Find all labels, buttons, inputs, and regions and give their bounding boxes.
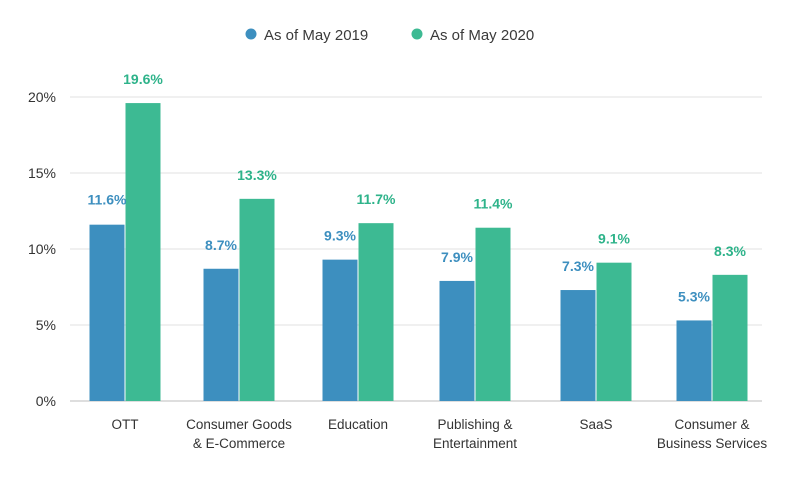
bar (439, 280, 475, 401)
bar (596, 262, 632, 401)
grid-lines (70, 96, 762, 402)
legend-marker-series-1 (411, 28, 423, 40)
x-tick-line: & E-Commerce (193, 436, 285, 451)
legend: As of May 2019 As of May 2020 (245, 27, 534, 44)
bar (203, 268, 239, 401)
legend-marker-series-0 (245, 28, 257, 40)
x-tick-line: OTT (112, 417, 139, 432)
bars (89, 103, 748, 401)
data-labels: 11.6% 8.7% 9.3% 7.9% 7.3% 5.3% 19.6% 13.3% 11.7%… (88, 71, 747, 304)
data-label: 9.3% (324, 228, 356, 244)
y-tick-label: 20% (28, 89, 56, 105)
data-label: 7.9% (441, 249, 473, 265)
bar (560, 290, 596, 401)
x-tick-line: Consumer Goods (186, 417, 292, 432)
bar (676, 320, 712, 401)
data-label: 5.3% (678, 288, 710, 304)
bar (322, 259, 358, 401)
data-label: 8.3% (714, 243, 746, 259)
bar (239, 198, 275, 401)
bar (712, 274, 748, 401)
x-tick-line: Business Services (657, 436, 768, 451)
bar (475, 227, 511, 401)
x-tick-label: OTT (112, 417, 139, 432)
x-tick-label: Publishing & Entertainment (433, 417, 517, 451)
x-tick-line: Education (328, 417, 388, 432)
x-tick-line: SaaS (579, 417, 612, 432)
bar (125, 103, 161, 401)
x-tick-line: Consumer & (674, 417, 749, 432)
bar (89, 224, 125, 401)
x-axis-ticks: OTT Consumer Goods & E-Commerce Education Pu… (112, 417, 768, 451)
y-tick-label: 5% (36, 317, 56, 333)
x-tick-line: Publishing & (437, 417, 512, 432)
x-tick-label: SaaS (579, 417, 612, 432)
y-tick-label: 15% (28, 165, 56, 181)
bar (358, 223, 394, 401)
x-tick-label: Consumer Goods & E-Commerce (186, 417, 292, 451)
data-label: 19.6% (123, 71, 163, 87)
data-label: 11.6% (88, 192, 127, 208)
data-label: 7.3% (562, 258, 594, 274)
data-label: 9.1% (598, 231, 630, 247)
x-tick-label: Consumer & Business Services (657, 417, 768, 451)
y-tick-label: 0% (36, 393, 56, 409)
y-axis-ticks: 0% 5% 10% 15% 20% (28, 89, 56, 409)
x-tick-label: Education (328, 417, 388, 432)
data-label: 11.4% (474, 196, 513, 212)
data-label: 11.7% (357, 191, 396, 207)
data-label: 8.7% (205, 237, 237, 253)
y-tick-label: 10% (28, 241, 56, 257)
legend-label-series-0: As of May 2019 (264, 27, 368, 44)
data-label: 13.3% (237, 167, 277, 183)
x-tick-line: Entertainment (433, 436, 517, 451)
legend-label-series-1: As of May 2020 (430, 27, 534, 44)
